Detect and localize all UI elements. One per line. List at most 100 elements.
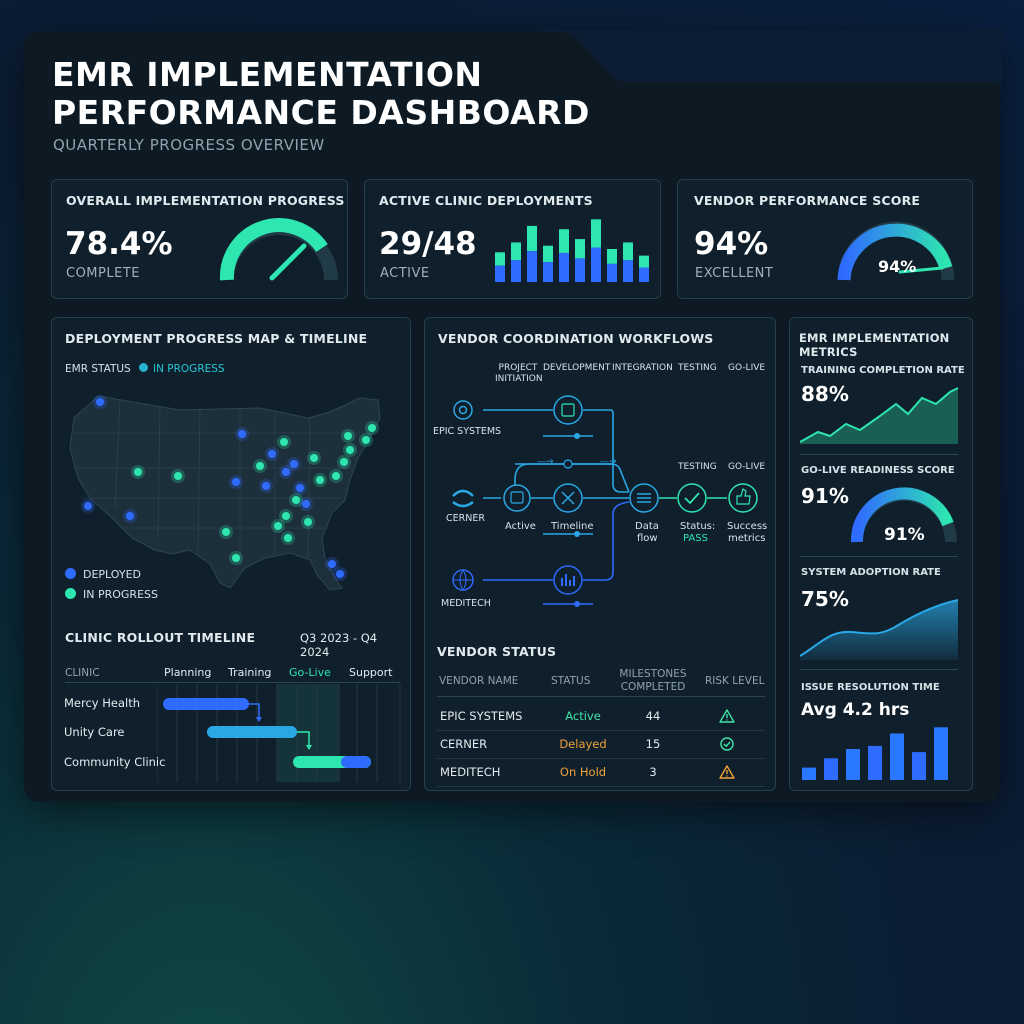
phase-training: Training [228, 666, 272, 679]
metric-adoption-label: SYSTEM ADOPTION RATE [801, 567, 941, 578]
check-circle-icon [720, 737, 734, 751]
clinic-location-dot[interactable] [134, 468, 142, 476]
legend-deployed: DEPLOYED [83, 568, 141, 581]
kpi-value: 29/48 [379, 226, 477, 262]
kpi-label: OVERALL IMPLEMENTATION PROGRESS [66, 193, 345, 208]
gear-icon [453, 400, 473, 420]
clinic-location-dot[interactable] [304, 518, 312, 526]
kpi-overall-progress: OVERALL IMPLEMENTATION PROGRESS 78.4% CO… [51, 179, 348, 299]
clinic-location-dot[interactable] [256, 462, 264, 470]
clinic-location-dot[interactable] [290, 460, 298, 468]
clinic-location-dot[interactable] [262, 482, 270, 490]
kpi-caption: COMPLETE [66, 266, 140, 281]
clinic-bar [623, 260, 633, 282]
vendor-row[interactable]: CERNER Delayed 15 [437, 730, 765, 759]
clinic-location-dot[interactable] [96, 398, 104, 406]
clinic-bar [527, 251, 537, 282]
svg-text:—→: —→ [537, 457, 554, 467]
clinic-location-dot[interactable] [126, 512, 134, 520]
resolution-bar [934, 727, 948, 780]
document-icon [561, 403, 575, 417]
clinic-location-dot[interactable] [336, 570, 344, 578]
us-deployment-map[interactable] [60, 388, 405, 598]
clinic-bar-top [575, 239, 585, 259]
stage-golive-2: GO-LIVE [728, 462, 766, 472]
clinic-location-dot[interactable] [292, 496, 300, 504]
clinic-location-dot[interactable] [310, 454, 318, 462]
clinic-location-dot[interactable] [174, 472, 182, 480]
resolution-bar [912, 752, 926, 780]
metric-resolution-value: Avg 4.2 hrs [801, 700, 910, 720]
clinic-bar [543, 262, 553, 282]
panel-title: DEPLOYMENT PROGRESS MAP & TIMELINE [65, 331, 368, 346]
vendor-row[interactable]: EPIC SYSTEMS Active 44 [437, 702, 765, 731]
clinic-location-dot[interactable] [282, 512, 290, 520]
clinic-location-dot[interactable] [232, 554, 240, 562]
clinic-location-dot[interactable] [274, 522, 282, 530]
svg-text:—→: —→ [600, 457, 617, 467]
clinic-location-dot[interactable] [328, 560, 336, 568]
clinic-location-dot[interactable] [268, 450, 276, 458]
clinic-location-dot[interactable] [316, 476, 324, 484]
vendor-gauge: 94% [837, 221, 955, 281]
vendor-status: Delayed [559, 737, 607, 751]
clinic-bar-top [559, 229, 569, 253]
node-status: Status: [680, 521, 716, 532]
stage-testing: TESTING [678, 363, 717, 373]
legend-deployed-dot [65, 568, 76, 579]
gauge-needle [269, 243, 307, 281]
clinic-location-dot[interactable] [340, 458, 348, 466]
clinic-location-dot[interactable] [284, 534, 292, 542]
phase-golive: Go-Live [289, 666, 331, 679]
clinic-bar-top [623, 242, 633, 261]
vendor-row[interactable]: MEDITECH On Hold 3 [437, 758, 765, 787]
divider [800, 669, 958, 670]
resolution-bar [824, 758, 838, 780]
clinic-location-dot[interactable] [282, 468, 290, 476]
clinic-location-dot[interactable] [280, 438, 288, 446]
metric-training-value: 88% [801, 382, 849, 406]
clinic-location-dot[interactable] [332, 472, 340, 480]
gantt-bar-unity[interactable] [207, 726, 297, 738]
clinic-bar-top [511, 242, 521, 261]
clinic-location-dot[interactable] [346, 446, 354, 454]
vendor-milestones: 44 [645, 709, 661, 723]
kpi-caption: EXCELLENT [695, 266, 774, 281]
clinic-location-dot[interactable] [296, 484, 304, 492]
clinic-location-dot[interactable] [84, 502, 92, 510]
clinic-bar-top [607, 249, 617, 264]
gantt-bar-mercy[interactable] [163, 698, 249, 710]
clinic-location-dot[interactable] [362, 436, 370, 444]
clinic-location-dot[interactable] [368, 424, 376, 432]
clinic-bar-top [495, 252, 505, 266]
gauge-needle [898, 266, 944, 274]
col-milestones-2: COMPLETED [620, 681, 686, 693]
vendor-status-title: VENDOR STATUS [437, 644, 557, 659]
calendar-icon [510, 491, 524, 504]
clinic-bar [591, 247, 601, 282]
tools-icon [561, 491, 575, 505]
kpi-value: 78.4% [65, 226, 173, 262]
gauge-value: 94% [878, 257, 916, 276]
vendor-label-cerner: CERNER [446, 513, 485, 524]
warning-icon [719, 765, 735, 779]
clinic-location-dot[interactable] [232, 478, 240, 486]
kpi-active-clinics: ACTIVE CLINIC DEPLOYMENTS 29/48 ACTIVE [364, 179, 661, 299]
metric-training-label: TRAINING COMPLETION RATE [801, 365, 965, 376]
stage-integration: INTEGRATION [612, 363, 673, 373]
clinic-location-dot[interactable] [302, 500, 310, 508]
progress-gauge [219, 218, 338, 281]
resolution-bar [890, 733, 904, 780]
clinic-location-dot[interactable] [344, 432, 352, 440]
cerner-logo-icon [452, 489, 474, 508]
metric-resolution-label: ISSUE RESOLUTION TIME [801, 682, 940, 693]
col-vendor-name: VENDOR NAME [439, 675, 519, 687]
emr-status-value: IN PROGRESS [153, 363, 225, 375]
vendor-name: EPIC SYSTEMS [440, 709, 523, 723]
clinic-location-dot[interactable] [222, 528, 230, 536]
panel-title: EMR IMPLEMENTATION METRICS [799, 331, 950, 359]
warning-icon [719, 709, 735, 723]
clinic-location-dot[interactable] [238, 430, 246, 438]
node-timeline: Timeline [551, 521, 594, 532]
kpi-caption: ACTIVE [380, 266, 430, 281]
